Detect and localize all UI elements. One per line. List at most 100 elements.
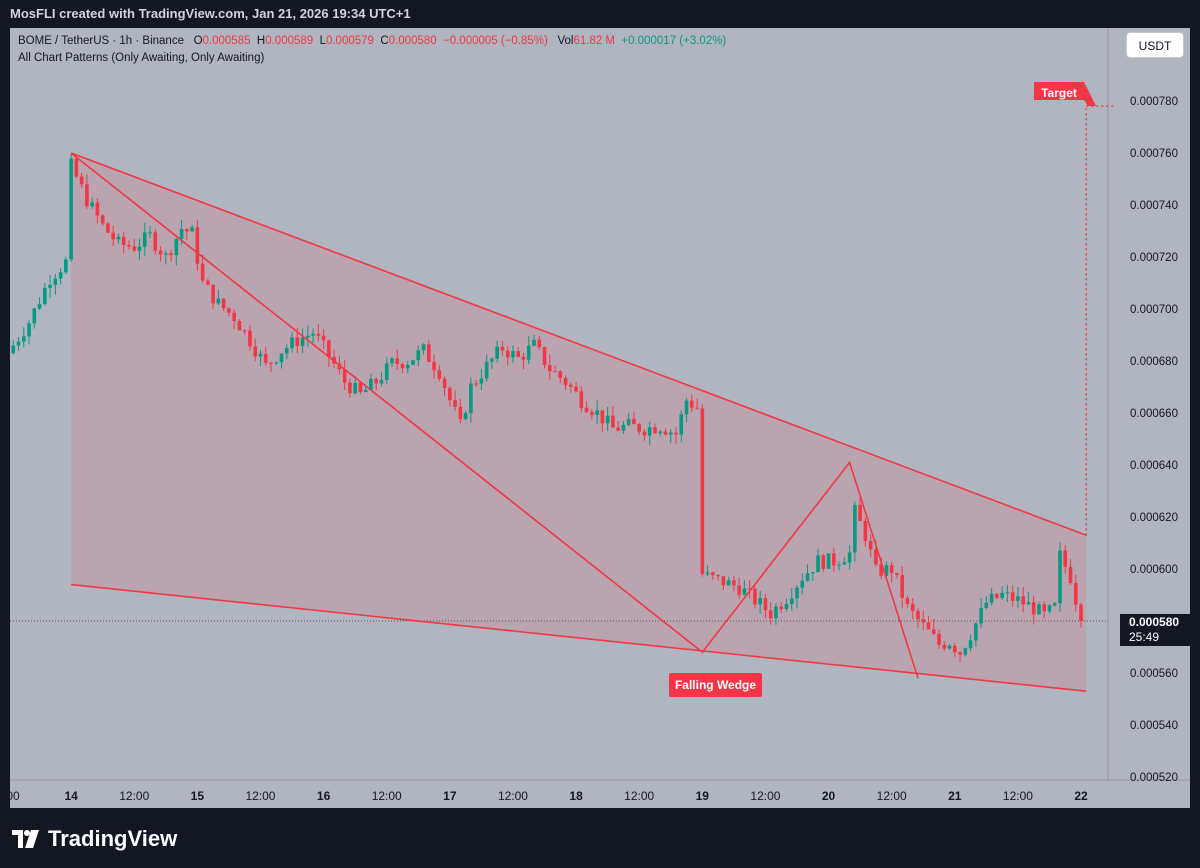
candle-body[interactable] (1063, 550, 1068, 567)
candle-body[interactable] (300, 337, 305, 347)
candle-body[interactable] (253, 346, 258, 357)
candle-body[interactable] (816, 555, 820, 573)
candle-body[interactable] (974, 623, 978, 641)
candle-body[interactable] (405, 364, 410, 369)
candle-body[interactable] (947, 645, 952, 649)
candle-body[interactable] (726, 580, 731, 586)
candle-body[interactable] (1037, 604, 1041, 615)
candle-body[interactable] (179, 229, 184, 239)
candle-body[interactable] (600, 410, 605, 424)
candle-body[interactable] (668, 432, 673, 435)
candle-body[interactable] (742, 588, 747, 595)
candle-body[interactable] (211, 284, 215, 304)
candle-body[interactable] (926, 622, 931, 630)
candle-body[interactable] (58, 272, 63, 279)
candle-body[interactable] (674, 432, 678, 435)
candle-body[interactable] (363, 390, 368, 393)
candle-body[interactable] (390, 358, 394, 364)
candle-body[interactable] (553, 371, 557, 373)
target-label-box[interactable] (1034, 82, 1096, 106)
candle-body[interactable] (874, 549, 878, 565)
candle-body[interactable] (1016, 596, 1020, 601)
candle-body[interactable] (989, 593, 994, 603)
candle-body[interactable] (511, 351, 515, 358)
candle-body[interactable] (1000, 592, 1004, 598)
candle-body[interactable] (716, 574, 720, 577)
candle-body[interactable] (658, 431, 663, 434)
candle-body[interactable] (584, 407, 589, 413)
candle-body[interactable] (158, 250, 163, 255)
chart-area[interactable]: Target Falling Wedge 0.000520 0.000540 0.000… (10, 28, 1190, 808)
candle-body[interactable] (953, 645, 957, 653)
candle-body[interactable] (142, 232, 147, 247)
candle-body[interactable] (458, 406, 463, 420)
candle-body[interactable] (684, 400, 689, 415)
candle-body[interactable] (484, 361, 489, 379)
candle-body[interactable] (805, 573, 810, 581)
candle-body[interactable] (516, 351, 521, 357)
candle-body[interactable] (984, 602, 989, 608)
candle-body[interactable] (900, 574, 904, 598)
candle-body[interactable] (779, 606, 784, 610)
candle-body[interactable] (542, 347, 547, 365)
candle-body[interactable] (421, 344, 426, 351)
candle-body[interactable] (453, 400, 457, 407)
candle-body[interactable] (569, 384, 573, 387)
candle-body[interactable] (653, 427, 657, 434)
candle-body[interactable] (884, 565, 889, 576)
candle-body[interactable] (53, 278, 58, 285)
candle-body[interactable] (427, 344, 431, 362)
candle-body[interactable] (647, 427, 652, 436)
candle-body[interactable] (227, 308, 231, 313)
candle-body[interactable] (348, 382, 352, 394)
candle-body[interactable] (853, 504, 857, 553)
candle-body[interactable] (595, 410, 599, 416)
currency-button[interactable]: USDT (1126, 32, 1184, 58)
candle-body[interactable] (116, 236, 121, 240)
candle-body[interactable] (1073, 583, 1078, 605)
candle-body[interactable] (737, 585, 741, 595)
candle-body[interactable] (847, 552, 852, 563)
candle-body[interactable] (605, 415, 610, 424)
candle-body[interactable] (690, 400, 694, 408)
candle-body[interactable] (279, 353, 284, 363)
candle-body[interactable] (148, 232, 152, 234)
candle-body[interactable] (111, 232, 115, 240)
candle-body[interactable] (784, 603, 789, 610)
candle-body[interactable] (432, 361, 436, 371)
candle-body[interactable] (747, 588, 752, 590)
chart-svg[interactable]: Target Falling Wedge 0.000520 0.000540 0.000… (10, 28, 1190, 808)
candle-body[interactable] (842, 562, 847, 565)
candle-body[interactable] (1042, 604, 1047, 612)
candle-body[interactable] (164, 253, 168, 255)
candle-body[interactable] (263, 353, 268, 363)
candle-body[interactable] (863, 520, 868, 541)
candle-body[interactable] (963, 648, 968, 655)
candle-body[interactable] (532, 339, 536, 346)
candle-body[interactable] (837, 564, 841, 566)
candle-body[interactable] (821, 555, 826, 569)
candle-body[interactable] (679, 414, 684, 435)
candle-body[interactable] (753, 588, 757, 605)
candle-body[interactable] (379, 379, 384, 384)
candle-body[interactable] (448, 388, 452, 401)
candle-body[interactable] (321, 335, 326, 341)
candle-body[interactable] (626, 418, 631, 425)
candle-body[interactable] (521, 356, 526, 360)
candle-body[interactable] (190, 227, 194, 232)
candle-body[interactable] (558, 371, 563, 379)
candle-body[interactable] (43, 287, 47, 305)
candle-body[interactable] (21, 336, 26, 342)
candle-body[interactable] (290, 337, 294, 349)
candle-body[interactable] (342, 369, 347, 383)
wedge-upper-line[interactable] (70, 152, 1087, 536)
candle-body[interactable] (32, 308, 37, 324)
candle-body[interactable] (1005, 592, 1010, 594)
candle-body[interactable] (695, 407, 699, 409)
candle-body[interactable] (700, 408, 705, 575)
candle-body[interactable] (789, 598, 794, 604)
candle-body[interactable] (442, 378, 447, 389)
candle-body[interactable] (968, 640, 973, 649)
candle-body[interactable] (295, 337, 300, 347)
candle-body[interactable] (411, 360, 415, 365)
